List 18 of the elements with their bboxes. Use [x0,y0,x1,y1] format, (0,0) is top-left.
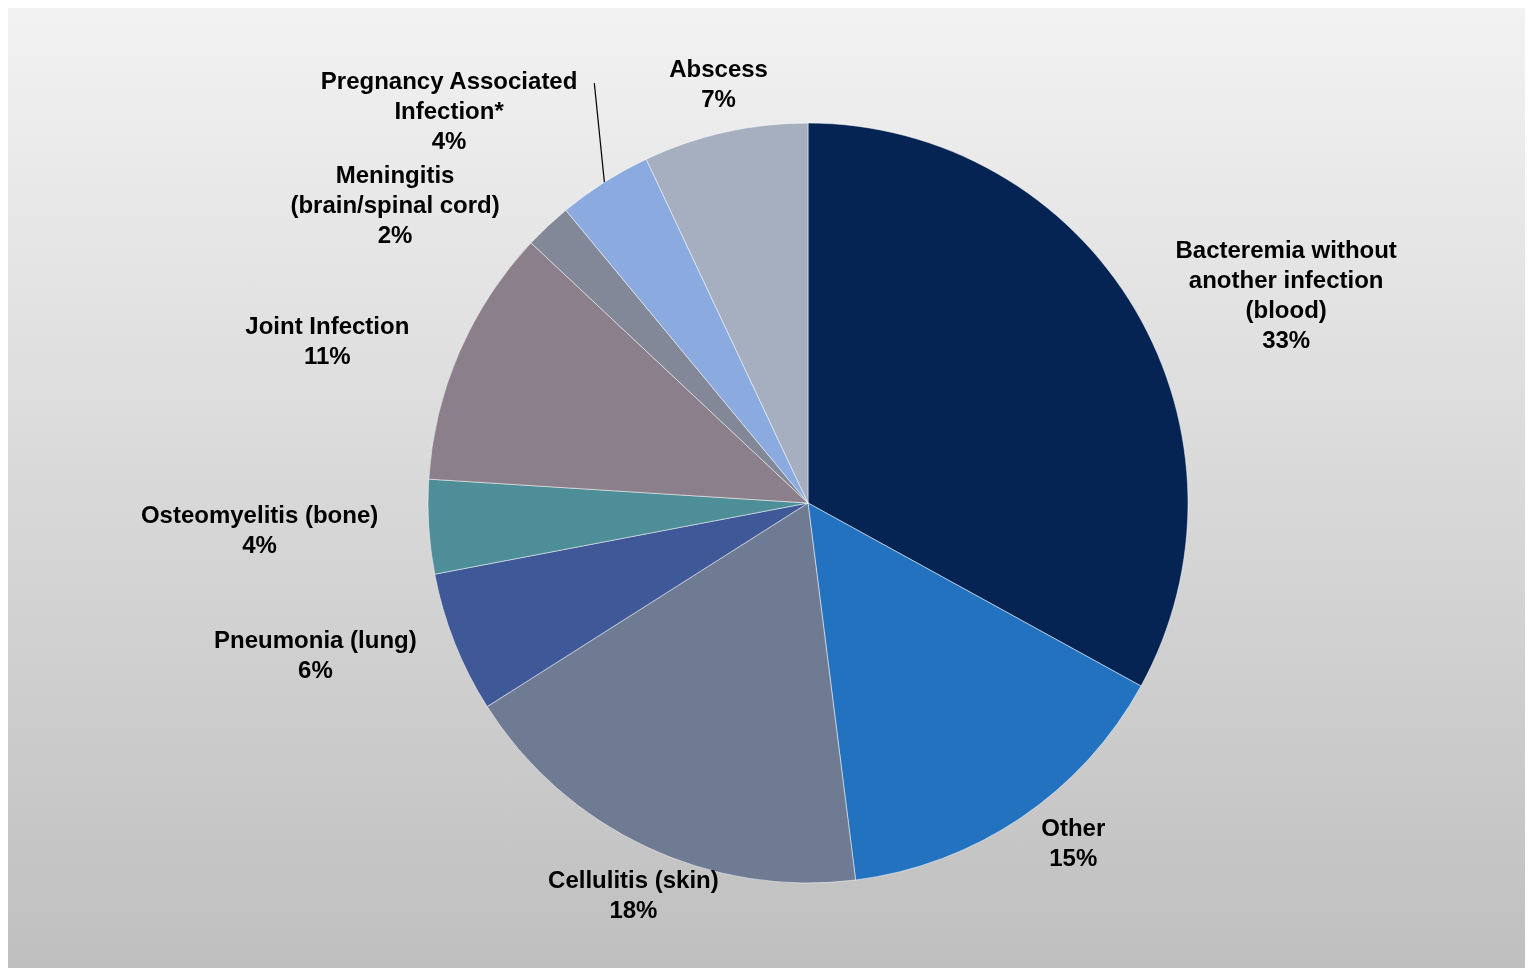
data-label: 4% [431,127,467,155]
data-label: 11% [303,342,351,370]
slice-label: Joint Infection [245,312,410,340]
slice-label: Meningitis (brain/spinal cord) [290,161,500,219]
data-label: 7% [701,84,736,112]
data-label: 2% [377,221,413,249]
data-label: 18% [609,895,658,923]
slice-label: Pneumonia (lung) [214,625,417,653]
data-label: 33% [1262,326,1311,354]
slice-label: Abscess [669,54,768,82]
slice-label: Cellulitis (skin) [548,865,719,893]
data-label: 15% [1049,844,1098,872]
data-label: 6% [298,655,333,683]
slice-label: Other [1041,814,1106,842]
slice-label: Pregnancy Associated Infection* [320,67,578,125]
slice-label: Osteomyelitis (bone) [140,500,379,528]
data-label: 4% [242,530,277,558]
slice-label: Bacteremia without another infection (blood) [1175,236,1397,324]
